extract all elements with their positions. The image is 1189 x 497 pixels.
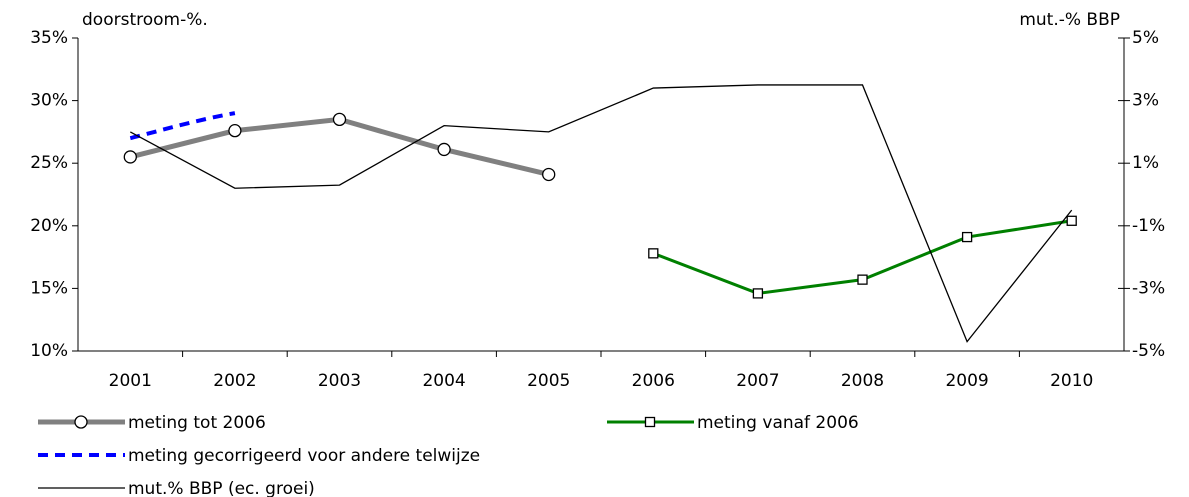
- point-marker: [752, 288, 764, 299]
- point-marker: [961, 231, 973, 243]
- y-tick-label: 25%: [30, 153, 68, 173]
- x-tick-label: 2008: [841, 371, 884, 391]
- y2-tick-label: -3%: [1132, 278, 1165, 298]
- y-tick-label: 20%: [30, 216, 68, 236]
- x-tick-label: 2003: [318, 371, 361, 391]
- y2-tick-label: -1%: [1132, 216, 1165, 236]
- x-tick-label: 2006: [632, 371, 675, 391]
- y-tick-label: 30%: [30, 91, 68, 111]
- point-marker: [74, 415, 88, 429]
- y-tick-label: 35%: [30, 28, 68, 48]
- point-marker: [857, 274, 868, 285]
- x-tick-label: 2004: [422, 371, 465, 391]
- x-tick-label: 2005: [527, 371, 570, 391]
- legend-label: meting tot 2006: [128, 413, 266, 433]
- x-tick-label: 2009: [945, 371, 988, 391]
- x-tick-label: 2002: [213, 371, 256, 391]
- point-marker: [123, 150, 137, 164]
- legend-label: meting vanaf 2006: [697, 413, 859, 433]
- point-marker: [228, 123, 242, 138]
- y2-axis-label: mut.-% BBP: [1019, 10, 1120, 30]
- series-line: [129, 111, 236, 141]
- legend-label: meting gecorrigeerd voor andere telwijze: [128, 446, 480, 466]
- y2-tick-label: 3%: [1132, 91, 1159, 111]
- point-marker: [437, 142, 451, 157]
- point-marker: [332, 112, 347, 127]
- y2-tick-label: 5%: [1132, 28, 1159, 48]
- y-axis-label: doorstroom-%.: [82, 10, 208, 30]
- point-marker: [1066, 215, 1077, 226]
- x-tick-label: 2001: [109, 371, 152, 391]
- point-marker: [644, 416, 656, 428]
- y-tick-label: 15%: [30, 278, 68, 298]
- point-marker: [542, 167, 556, 182]
- x-tick-label: 2007: [736, 371, 779, 391]
- legend-label: mut.% BBP (ec. groei): [128, 479, 315, 497]
- x-tick-label: 2010: [1050, 371, 1093, 391]
- point-marker: [648, 248, 659, 259]
- y2-tick-label: 1%: [1132, 153, 1159, 173]
- y-tick-label: 10%: [30, 341, 68, 361]
- series-line: [129, 84, 1073, 343]
- y2-tick-label: -5%: [1132, 341, 1165, 361]
